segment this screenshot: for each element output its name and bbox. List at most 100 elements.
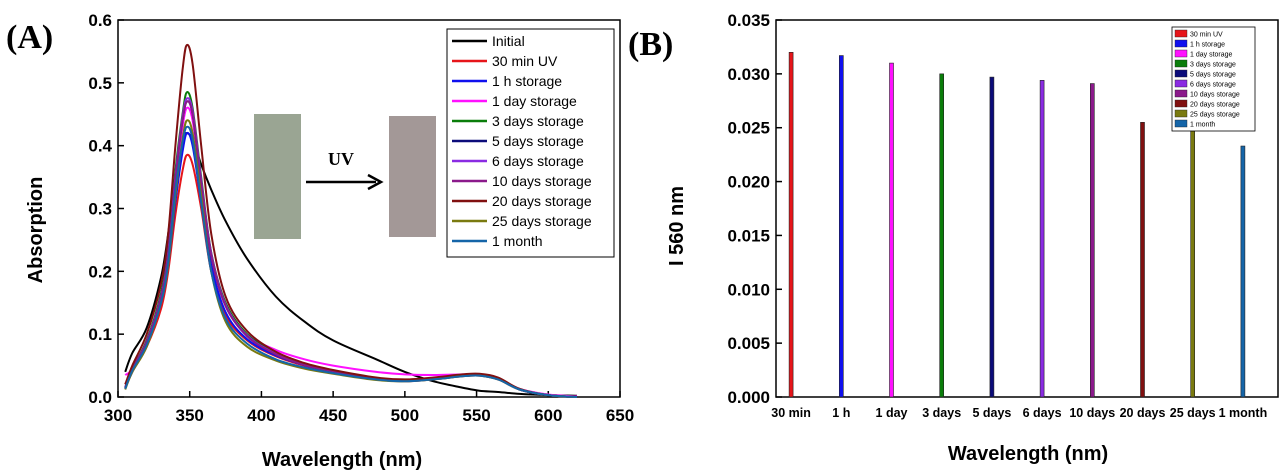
panel-b-letter: (B) [628,26,673,63]
legend-swatch [1174,99,1188,108]
x-tick-label: 6 days [1023,406,1062,420]
panel-b-bar-chart: (B) 0.0000.0050.0100.0150.0200.0250.0300… [628,11,1279,465]
legend-swatch [1174,59,1188,68]
legend-entry-label: 25 days storage [492,213,592,229]
panel-b-x-axis-label: Wavelength (nm) [948,443,1108,465]
legend-entry-label: 30 min UV [492,53,558,69]
legend-entry-label: Initial [492,33,525,49]
panel-b-plot-frame [775,19,1279,398]
panel-a-y-axis-label: Absorption [25,177,47,284]
y-tick-label: 0.030 [727,65,770,84]
uv-inset: UV [254,114,436,239]
legend-entry-label: 20 days storage [1190,102,1240,109]
legend-entry-label: 6 days storage [1190,82,1236,89]
film-before-photo [254,114,301,239]
legend-entry-label: 5 days storage [1190,72,1236,79]
bar [788,52,794,398]
legend-entry-label: 1 h storage [492,73,562,89]
legend-entry-label: 6 days storage [492,153,584,169]
panel-a-letter: (A) [6,19,53,56]
legend-entry-label: 10 days storage [492,173,592,189]
legend-box [446,28,615,258]
panel-b-x-axis: 30 min 1 h 1 day 3 days 5 days 6 days 10 days 2… [771,406,1267,420]
y-tick-label: 0.010 [727,280,770,299]
panel-a-x-axis-label: Wavelength (nm) [262,449,422,471]
x-tick-label: 25 days [1170,406,1216,420]
x-tick-label: 350 [176,406,204,425]
series-line [124,43,578,398]
x-tick-label: 10 days [1069,406,1115,420]
series-line [124,125,578,398]
panel-a-y-axis: 0.0 0.1 0.2 0.3 0.4 0.5 0.6 [88,11,124,407]
x-tick-label: 1 h [832,406,850,420]
y-tick-label: 0.005 [727,334,770,353]
panel-b-bars [788,52,1246,398]
legend-swatch [1174,79,1188,88]
x-tick-label: 500 [391,406,419,425]
x-tick-label: 600 [534,406,562,425]
y-tick-label: 0.4 [88,137,112,156]
y-tick-label: 0.6 [88,11,112,30]
panel-b-y-axis: 0.000 0.005 0.010 0.015 0.020 0.025 0.030 0.035 [727,11,782,407]
legend-swatch [1174,109,1188,118]
legend-swatch [1174,89,1188,98]
y-tick-label: 0.000 [727,388,770,407]
legend-entry-label: 1 month [1190,122,1215,129]
uv-arrow-label: UV [328,149,354,169]
x-tick-label: 1 day [876,406,908,420]
legend-swatch [1174,49,1188,58]
x-tick-label: 550 [462,406,490,425]
y-tick-label: 0.0 [88,388,112,407]
bar [1140,122,1145,398]
legend-entry-label: 1 h storage [1190,42,1225,49]
legend-entry-label: 5 days storage [492,133,584,149]
y-tick-label: 0.015 [727,226,770,245]
bar [1240,145,1246,398]
legend-entry-label: 10 days storage [1190,92,1240,99]
legend-entry-label: 3 days storage [1190,62,1236,69]
bar [889,62,894,398]
x-tick-label: 450 [319,406,347,425]
x-tick-label: 3 days [922,406,961,420]
legend-swatch [1174,69,1188,78]
x-tick-label: 400 [247,406,275,425]
bar [1039,80,1045,398]
y-tick-label: 0.020 [727,173,770,192]
uv-arrow-icon [367,173,384,191]
bar [1090,83,1095,398]
legend-entry-label: 3 days storage [492,113,584,129]
legend-entry-label: 25 days storage [1190,112,1240,119]
x-tick-label: 5 days [972,406,1011,420]
legend-swatch [1174,29,1188,38]
x-tick-label: 300 [104,406,132,425]
y-tick-label: 0.1 [88,325,112,344]
x-tick-label: 650 [606,406,634,425]
y-tick-label: 0.035 [727,11,770,30]
legend-entry-label: 1 day storage [492,93,577,109]
bar [1190,130,1195,398]
panel-b-y-axis-label: I 560 nm [666,186,688,266]
bar [939,73,945,398]
legend-entry-label: 1 day storage [1190,52,1233,59]
legend-entry-label: 1 month [492,233,543,249]
bar [989,76,995,398]
panel-b-legend: 30 min UV 1 h storage 1 day storage 3 days … [1171,26,1256,132]
y-tick-label: 0.3 [88,200,112,219]
legend-swatch [1174,39,1188,48]
legend-entry-label: 30 min UV [1190,32,1223,39]
y-tick-label: 0.025 [727,119,770,138]
x-tick-label: 30 min [771,406,811,420]
y-tick-label: 0.5 [88,74,112,93]
film-after-photo [389,116,436,237]
panel-a-x-axis: 300 350 400 450 500 550 600 650 [104,391,634,425]
y-tick-label: 0.2 [88,262,112,281]
panel-a-series-lines [124,43,578,398]
legend-entry-label: 20 days storage [492,193,592,209]
panel-a-legend: Initial 30 min UV 1 h storage 1 day storage… [446,28,615,258]
bar [838,55,844,398]
legend-swatch [1174,119,1188,128]
x-tick-label: 1 month [1219,406,1268,420]
x-tick-label: 20 days [1120,406,1166,420]
panel-a-line-chart: (A) 0.0 0.1 0.2 0.3 0.4 0.5 0.6 300 350 400 450 50… [6,11,634,471]
